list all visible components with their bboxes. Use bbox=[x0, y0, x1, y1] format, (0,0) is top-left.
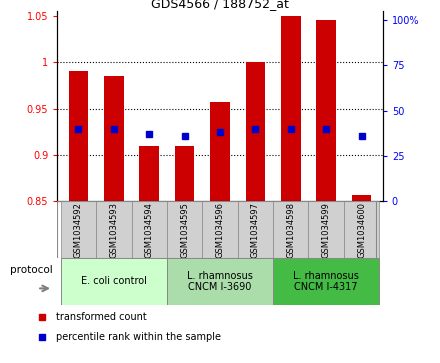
Text: protocol: protocol bbox=[10, 265, 53, 274]
Text: L. rhamnosus
CNCM I-4317: L. rhamnosus CNCM I-4317 bbox=[293, 270, 359, 292]
Bar bbox=[352, 195, 371, 201]
Bar bbox=[246, 62, 265, 201]
Bar bbox=[61, 201, 96, 258]
Bar bbox=[167, 201, 202, 258]
Bar bbox=[281, 16, 301, 201]
Bar bbox=[132, 201, 167, 258]
Bar bbox=[210, 102, 230, 201]
Text: GSM1034600: GSM1034600 bbox=[357, 201, 366, 258]
Text: L. rhamnosus
CNCM I-3690: L. rhamnosus CNCM I-3690 bbox=[187, 270, 253, 292]
Bar bbox=[96, 201, 132, 258]
Bar bbox=[175, 146, 194, 201]
Text: GSM1034592: GSM1034592 bbox=[74, 202, 83, 257]
Text: GSM1034594: GSM1034594 bbox=[145, 202, 154, 257]
Bar bbox=[273, 258, 379, 305]
Bar bbox=[316, 20, 336, 201]
Bar bbox=[238, 201, 273, 258]
Title: GDS4566 / 188752_at: GDS4566 / 188752_at bbox=[151, 0, 289, 10]
Text: GSM1034598: GSM1034598 bbox=[286, 201, 295, 258]
Text: GSM1034596: GSM1034596 bbox=[216, 201, 224, 258]
Bar bbox=[202, 201, 238, 258]
Bar bbox=[104, 76, 124, 201]
Text: percentile rank within the sample: percentile rank within the sample bbox=[56, 332, 221, 342]
Bar bbox=[61, 258, 167, 305]
Bar bbox=[344, 201, 379, 258]
Text: GSM1034599: GSM1034599 bbox=[322, 202, 331, 257]
Bar bbox=[273, 201, 308, 258]
Bar bbox=[308, 201, 344, 258]
Text: GSM1034595: GSM1034595 bbox=[180, 202, 189, 257]
Bar bbox=[139, 146, 159, 201]
Text: GSM1034597: GSM1034597 bbox=[251, 201, 260, 258]
Text: GSM1034593: GSM1034593 bbox=[109, 201, 118, 258]
Text: transformed count: transformed count bbox=[56, 312, 147, 322]
Bar bbox=[69, 71, 88, 201]
Text: E. coli control: E. coli control bbox=[81, 276, 147, 286]
Bar bbox=[167, 258, 273, 305]
